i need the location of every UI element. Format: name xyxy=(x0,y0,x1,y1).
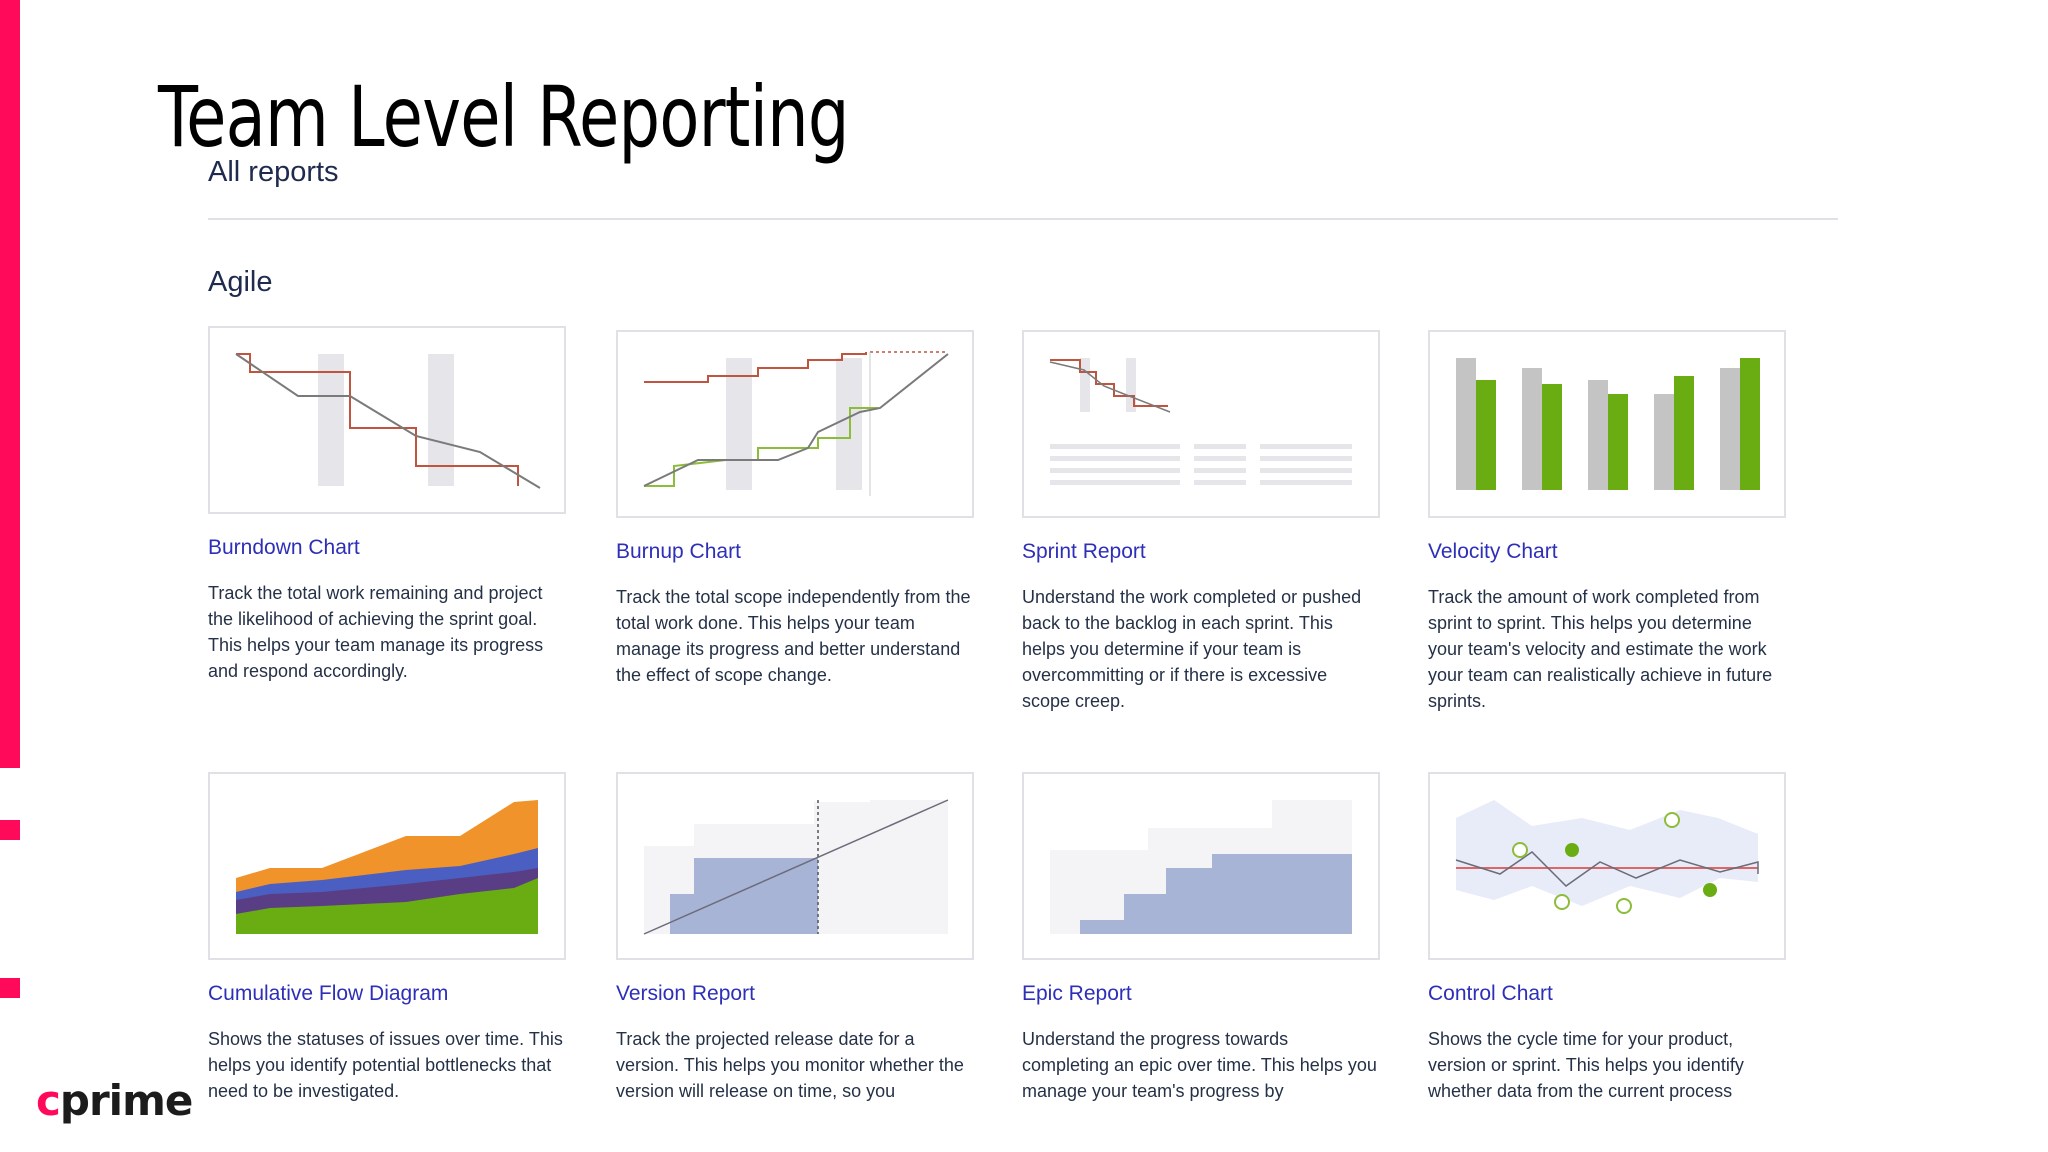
report-title-sprint[interactable]: Sprint Report xyxy=(1022,540,1146,563)
all-reports-heading: All reports xyxy=(208,156,339,188)
report-description-velocity: Track the amount of work completed from … xyxy=(1428,587,1773,711)
report-description-control: Shows the cycle time for your product, v… xyxy=(1428,1029,1744,1101)
section-title-agile: Agile xyxy=(208,266,273,298)
page-title: Team Level Reporting xyxy=(158,68,849,166)
report-title-velocity[interactable]: Velocity Chart xyxy=(1428,540,1558,563)
report-title-burndown[interactable]: Burndown Chart xyxy=(208,536,360,559)
cumulative-flow-thumbnail[interactable] xyxy=(208,772,566,960)
report-card-burndown[interactable]: Burndown Chart Track the total work rema… xyxy=(208,326,566,684)
report-description-burnup: Track the total scope independently from… xyxy=(616,587,971,685)
report-title-epic[interactable]: Epic Report xyxy=(1022,982,1132,1005)
report-title-version[interactable]: Version Report xyxy=(616,982,755,1005)
control-chart-thumbnail[interactable] xyxy=(1428,772,1786,960)
report-description-sprint: Understand the work completed or pushed … xyxy=(1022,587,1362,711)
version-report-thumbnail[interactable] xyxy=(616,772,974,960)
report-card-control[interactable]: Control Chart Shows the cycle time for y… xyxy=(1428,772,1786,1104)
report-description-version: Track the projected release date for a v… xyxy=(616,1029,964,1101)
cprime-logo: cprime xyxy=(36,1076,193,1125)
divider xyxy=(208,218,1838,220)
report-title-control[interactable]: Control Chart xyxy=(1428,982,1553,1005)
burnup-thumbnail[interactable] xyxy=(616,330,974,518)
report-description-epic: Understand the progress towards completi… xyxy=(1022,1029,1377,1101)
accent-tick xyxy=(0,978,20,998)
report-card-burnup[interactable]: Burnup Chart Track the total scope indep… xyxy=(616,330,974,688)
burndown-thumbnail[interactable] xyxy=(208,326,566,514)
logo-text: prime xyxy=(59,1076,193,1125)
velocity-thumbnail[interactable] xyxy=(1428,330,1786,518)
report-card-velocity[interactable]: Velocity Chart Track the amount of work … xyxy=(1428,330,1786,714)
accent-tick xyxy=(0,820,20,840)
report-description-cfd: Shows the statuses of issues over time. … xyxy=(208,1029,563,1101)
report-card-version[interactable]: Version Report Track the projected relea… xyxy=(616,772,974,1104)
sprint-report-thumbnail[interactable] xyxy=(1022,330,1380,518)
report-card-epic[interactable]: Epic Report Understand the progress towa… xyxy=(1022,772,1380,1104)
report-title-cfd[interactable]: Cumulative Flow Diagram xyxy=(208,982,449,1005)
accent-bar xyxy=(0,0,20,768)
report-card-cfd[interactable]: Cumulative Flow Diagram Shows the status… xyxy=(208,772,566,1104)
epic-report-thumbnail[interactable] xyxy=(1022,772,1380,960)
logo-c: c xyxy=(36,1076,61,1125)
report-title-burnup[interactable]: Burnup Chart xyxy=(616,540,741,563)
report-card-sprint[interactable]: Sprint Report Understand the work comple… xyxy=(1022,330,1380,714)
report-description-burndown: Track the total work remaining and proje… xyxy=(208,583,544,681)
